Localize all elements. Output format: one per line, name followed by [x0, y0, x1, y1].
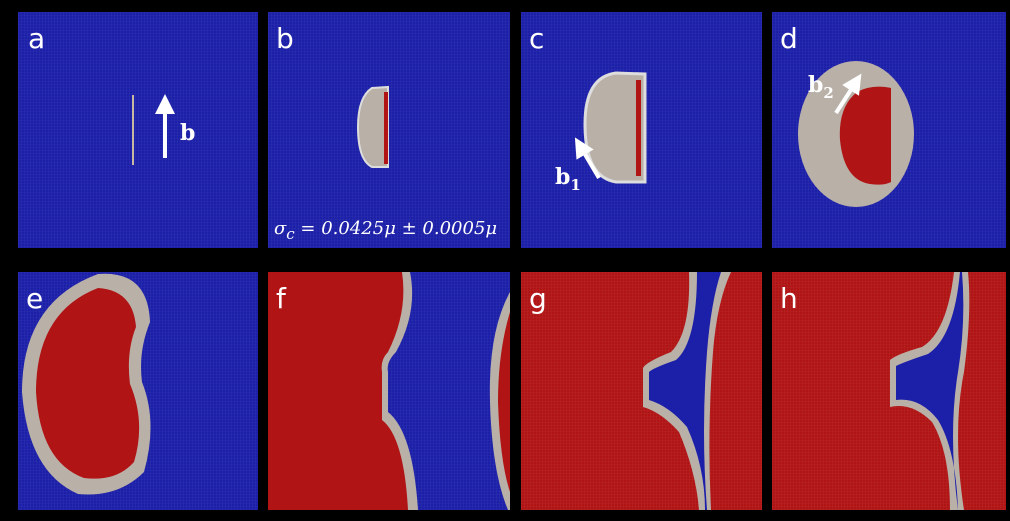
panel-label: f — [276, 282, 287, 315]
figure: b a σc = 0.0425μ ± 0.0005μ b b1 c b2 d e… — [0, 0, 1010, 521]
panel-label: b — [276, 22, 294, 55]
panel-label: g — [529, 282, 547, 315]
panel: f — [268, 272, 510, 510]
panel: h — [772, 272, 1006, 510]
panel-label: e — [26, 282, 43, 315]
panel: b1 c — [521, 12, 762, 248]
panel-label: c — [529, 22, 544, 55]
panel: g — [521, 272, 762, 510]
panel-label: a — [28, 22, 45, 55]
panel-label: d — [780, 22, 798, 55]
panel: e — [18, 272, 258, 510]
panel: σc = 0.0425μ ± 0.0005μ b — [268, 12, 510, 248]
panel-label: h — [780, 282, 798, 315]
panel: b2 d — [772, 12, 1006, 248]
panel: b a — [18, 12, 258, 248]
vector-label: b — [180, 120, 195, 146]
